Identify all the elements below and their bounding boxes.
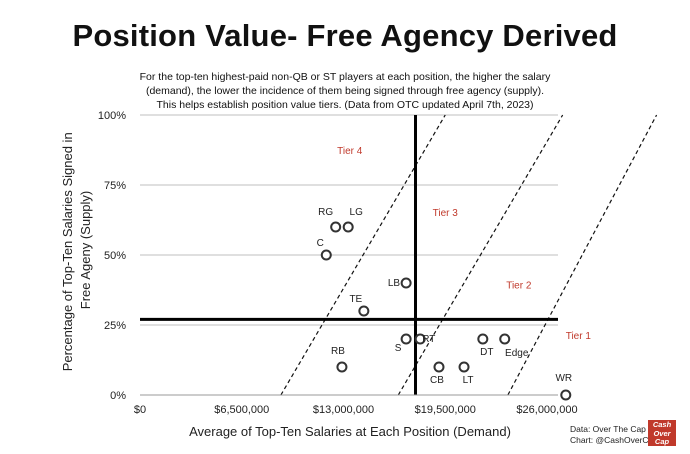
x-tick-label-0: $0 [134, 404, 146, 416]
point-label-rg: RG [318, 207, 333, 218]
tier-label-3: Tier 1 [566, 331, 592, 342]
subtitle-line-2: (demand), the lower the incidence of the… [145, 85, 545, 97]
cash-over-cap-logo: Cash Over Cap [648, 420, 676, 446]
y-axis-title-line-1: Percentage of Top-Ten Salaries Signed in [60, 132, 75, 371]
tier-label-0: Tier 4 [337, 146, 363, 157]
y-axis-title: Percentage of Top-Ten Salaries Signed in… [60, 129, 93, 372]
point-layer [320, 221, 572, 401]
point-label-edge: Edge [505, 348, 529, 359]
y-axis-title-line-2: Free Ageny (Supply) [78, 191, 93, 310]
point-label-dt: DT [480, 347, 493, 358]
label-layer: Tier 4 Tier 3 Tier 2 Tier 1 RG LG C LB TE RB S RT CB… [317, 146, 592, 386]
tier-boundary-line-2 [507, 114, 658, 396]
y-tick-label-2: 50% [104, 250, 126, 262]
data-point-c [320, 249, 332, 261]
tier-boundary-line-1 [397, 114, 564, 396]
data-point-te [358, 305, 370, 317]
axis-layer: 0% 25% 50% 75% 100% $0 $6,500,000 $13,000,000 $1… [98, 110, 578, 416]
reference-line-layer [140, 115, 558, 395]
point-label-wr: WR [555, 373, 572, 384]
point-label-cb: CB [430, 375, 444, 386]
data-point-lt [458, 361, 470, 373]
point-label-s: S [395, 343, 402, 354]
subtitle-line-3: This helps establish position value tier… [156, 99, 534, 111]
tier-label-2: Tier 2 [506, 281, 532, 292]
point-label-rt: RT [422, 334, 435, 345]
data-point-wr [560, 389, 572, 401]
y-tick-label-4: 100% [98, 110, 126, 122]
data-point-lg [342, 221, 354, 233]
data-point-s [400, 333, 412, 345]
data-point-lb [400, 277, 412, 289]
x-tick-label-1: $6,500,000 [214, 404, 269, 416]
y-tick-label-1: 25% [104, 320, 126, 332]
tier-boundary-layer [280, 114, 658, 396]
chart-title: Position Value- Free Agency Derived [72, 18, 618, 53]
subtitle-line-1: For the top-ten highest-paid non-QB or S… [139, 71, 551, 83]
x-tick-label-4: $26,000,000 [516, 404, 577, 416]
x-tick-label-3: $19,500,000 [415, 404, 476, 416]
x-axis-title: Average of Top-Ten Salaries at Each Posi… [189, 424, 511, 439]
point-label-c: C [317, 238, 324, 249]
chart-credits: Data: Over The Cap Chart: @CashOverCap [570, 424, 658, 446]
data-point-rt [414, 333, 426, 345]
x-tick-label-2: $13,000,000 [313, 404, 374, 416]
tier-boundary-line-0 [280, 114, 446, 396]
point-label-lg: LG [350, 207, 364, 218]
credits-data-source: Data: Over The Cap [570, 424, 646, 434]
point-label-te: TE [349, 294, 362, 305]
tier-label-1: Tier 3 [433, 208, 459, 219]
point-label-lb: LB [388, 278, 401, 289]
data-point-rg [330, 221, 342, 233]
data-point-dt [477, 333, 489, 345]
data-point-edge [499, 333, 511, 345]
point-label-lt: LT [463, 375, 474, 386]
data-point-rb [336, 361, 348, 373]
y-tick-label-0: 0% [110, 390, 126, 402]
credits-chart-author: Chart: @CashOverCap [570, 435, 658, 445]
y-tick-label-3: 75% [104, 180, 126, 192]
data-point-cb [433, 361, 445, 373]
point-label-rb: RB [331, 346, 345, 357]
chart-subtitle: For the top-ten highest-paid non-QB or S… [110, 70, 580, 112]
